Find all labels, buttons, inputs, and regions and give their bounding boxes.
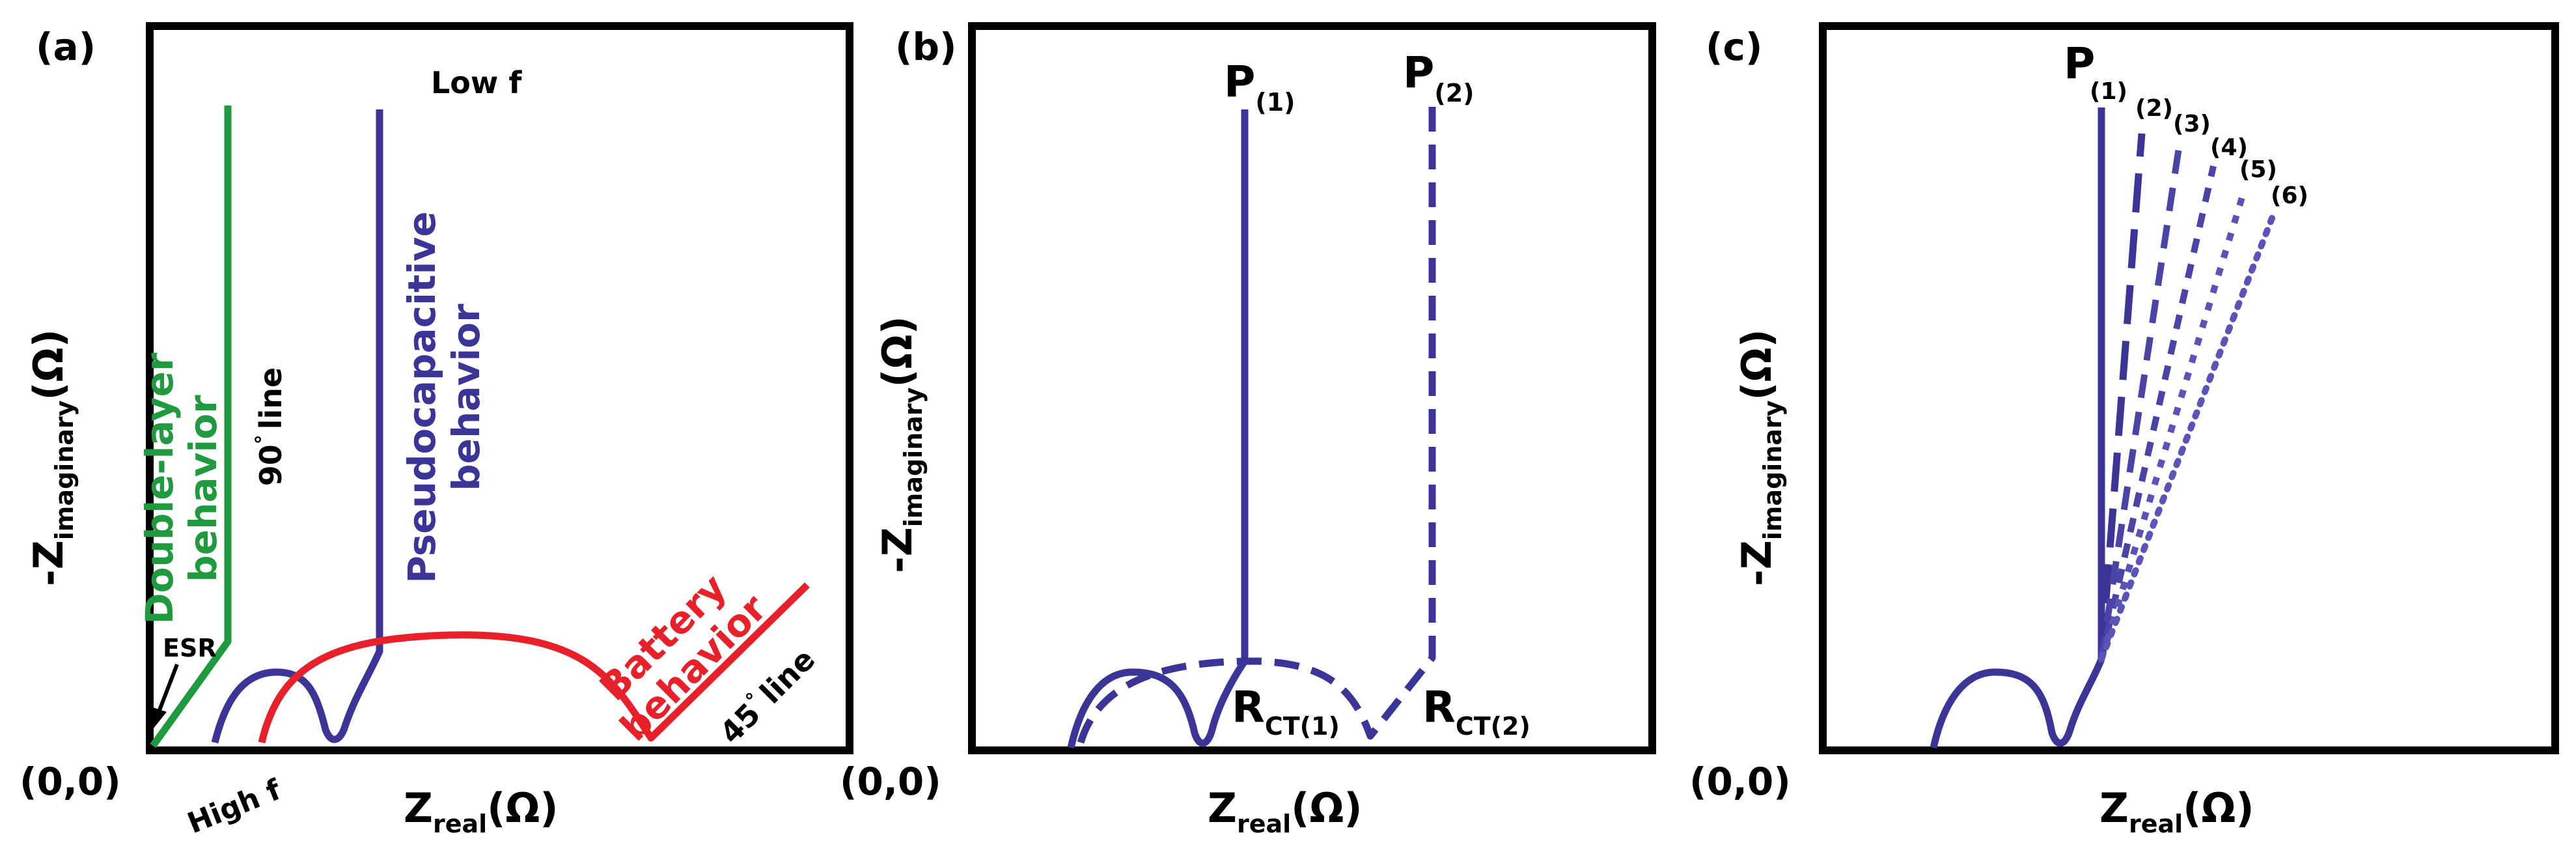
rct2-main: R (1422, 682, 1456, 732)
pseudocapacitive-line1: Pseudocapacitive (400, 211, 444, 583)
pseudocapacitive-curve (211, 109, 383, 744)
panel-b: (b) (0,0) -Zimaginary(Ω) Zreal(Ω) P(1) P… (840, 22, 1656, 838)
panel-b-x-axis-sub: real (1237, 810, 1291, 838)
panel-b-y-axis-main: -Z (874, 527, 921, 573)
series-6-line (2098, 215, 2275, 662)
series-5-label: (5) (2239, 156, 2277, 183)
p1-label: P(1) (1224, 57, 1295, 117)
panel-c-frame (1819, 22, 2559, 754)
panel-b-y-axis-unit: (Ω) (874, 316, 921, 387)
esr-arrowhead (151, 707, 167, 728)
esr-arrow (156, 663, 179, 716)
panel-a-y-axis-sub: imaginary (50, 400, 79, 540)
panel-b-y-axis-sub: imaginary (899, 387, 928, 527)
ninety-line-text: 90° line (252, 367, 288, 487)
rct2-label: RCT(2) (1422, 682, 1530, 741)
panel-a-x-axis-sub: real (433, 810, 487, 838)
panel-b-x-axis-main: Z (1208, 784, 1237, 832)
panel-c-origin-label: (0,0) (1689, 759, 1791, 804)
svg-text:90°line: 90° line (252, 367, 288, 487)
series-3-label: (3) (2173, 111, 2211, 137)
panel-a-y-axis-label: -Zimaginary(Ω) (25, 329, 79, 586)
double-layer-curve (150, 106, 232, 748)
double-layer-line1: Double-layer (137, 352, 182, 624)
p1-main: P (1224, 57, 1255, 107)
pseudocapacitive-text: Pseudocapacitive behavior (400, 211, 488, 583)
p2-curve (1077, 104, 1436, 744)
ninety-degree: ° (252, 434, 275, 444)
panel-a-frame (146, 22, 853, 754)
panel-a-y-axis-main: -Z (25, 540, 72, 586)
high-f-label-group: High f (183, 773, 286, 840)
double-layer-text: Double-layer behavior (137, 352, 225, 624)
battery-curve (258, 582, 810, 744)
p2-main: P (1403, 48, 1434, 98)
series-4-label: (4) (2210, 134, 2248, 161)
panel-a: (a) (0,0) -Zimaginary(Ω) Zreal(Ω) ESR Lo… (20, 22, 853, 840)
panel-c-x-axis-unit: (Ω) (2183, 784, 2254, 832)
panel-a-label: (a) (36, 25, 96, 69)
rct1-sub: CT(1) (1265, 712, 1340, 741)
panel-b-x-axis-label: Zreal(Ω) (1208, 784, 1363, 838)
double-layer-line2: behavior (181, 395, 225, 582)
high-f-label: High f (183, 773, 286, 840)
fortyfive-suffix: line (753, 642, 822, 711)
esr-label: ESR (163, 634, 217, 662)
panel-a-x-axis-main: Z (404, 784, 433, 832)
p2-sub: (2) (1434, 79, 1474, 107)
panel-c-x-axis-label: Zreal(Ω) (2099, 784, 2254, 838)
panel-c: (c) (0,0) -Zimaginary(Ω) Zreal(Ω) P (1) … (1689, 22, 2559, 838)
pseudocapacitive-line2: behavior (444, 304, 488, 491)
panel-c-y-axis-unit: (Ω) (1733, 329, 1780, 400)
panel-b-frame (968, 22, 1656, 754)
panel-b-x-axis-unit: (Ω) (1291, 784, 1362, 832)
series-6-label: (6) (2271, 182, 2308, 209)
panel-b-label: (b) (895, 25, 957, 69)
panel-c-p-label: P (2064, 38, 2095, 89)
panel-c-p-main: P (2064, 38, 2095, 89)
series-1-label: (1) (2090, 78, 2127, 105)
p2-label: P(2) (1403, 48, 1475, 107)
series-3-line (2098, 143, 2183, 660)
svg-text:-Zimaginary(Ω): -Zimaginary(Ω) (874, 316, 928, 573)
panel-c-y-axis-label: -Zimaginary(Ω) (1733, 329, 1787, 586)
rct2-sub: CT(2) (1456, 712, 1530, 741)
ninety-suffix: line (253, 367, 288, 429)
series-2-line (2098, 133, 2146, 660)
panel-a-origin-label: (0,0) (20, 759, 121, 804)
series-2-label: (2) (2135, 95, 2173, 122)
panel-b-y-axis-label: -Zimaginary(Ω) (874, 316, 928, 573)
rct1-label: RCT(1) (1232, 682, 1340, 741)
panel-a-x-axis-unit: (Ω) (487, 784, 558, 832)
panel-c-x-axis-sub: real (2129, 810, 2183, 838)
rct1-main: R (1232, 682, 1265, 732)
panel-a-y-axis-unit: (Ω) (25, 329, 72, 400)
p1-curve (1067, 109, 1249, 749)
panel-c-x-axis-main: Z (2099, 784, 2129, 832)
svg-text:-Zimaginary(Ω): -Zimaginary(Ω) (25, 329, 79, 586)
panel-b-origin-label: (0,0) (840, 759, 941, 804)
panel-c-y-axis-sub: imaginary (1758, 400, 1787, 540)
panel-a-x-axis-label: Zreal(Ω) (404, 784, 559, 838)
ninety-value: 90 (253, 444, 288, 486)
panel-c-label: (c) (1706, 25, 1762, 69)
svg-text:-Zimaginary(Ω): -Zimaginary(Ω) (1733, 329, 1787, 586)
series-4-line (2098, 165, 2217, 660)
p1-sub: (1) (1255, 88, 1295, 117)
panel-c-y-axis-main: -Z (1733, 540, 1780, 586)
low-f-label: Low f (431, 65, 522, 100)
panel-c-base-curve (1930, 657, 2105, 749)
